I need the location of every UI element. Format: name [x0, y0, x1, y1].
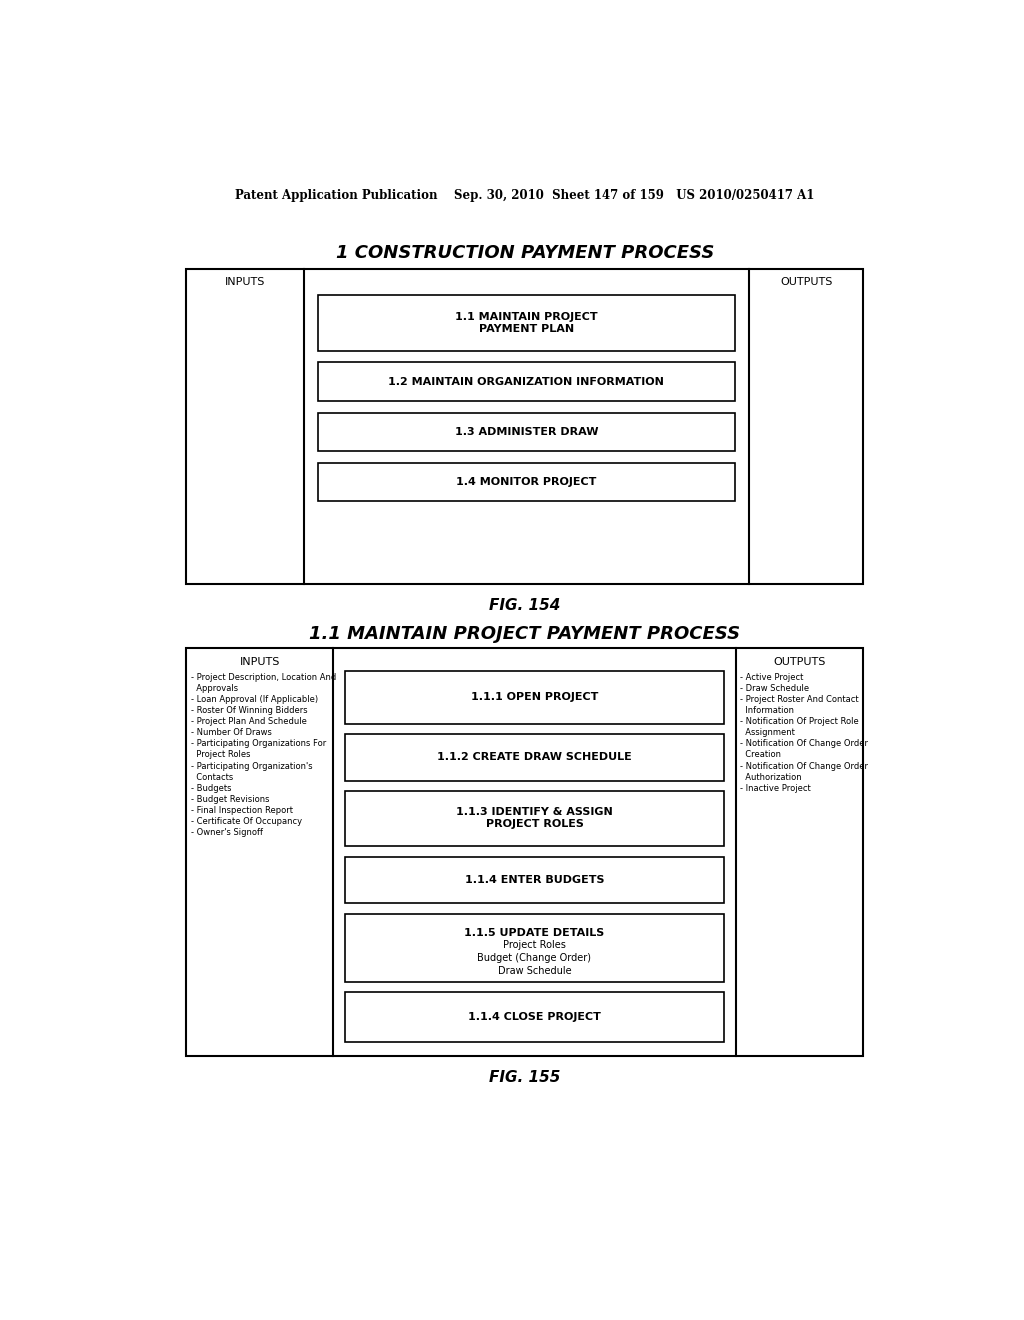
Text: 1.4 MONITOR PROJECT: 1.4 MONITOR PROJECT: [456, 477, 597, 487]
Text: OUTPUTS: OUTPUTS: [780, 277, 833, 288]
Text: 1.1.5 UPDATE DETAILS: 1.1.5 UPDATE DETAILS: [464, 928, 604, 937]
Bar: [186, 268, 863, 585]
Bar: [345, 913, 724, 982]
Text: 1.1.4 CLOSE PROJECT: 1.1.4 CLOSE PROJECT: [468, 1012, 601, 1022]
Bar: [345, 857, 724, 903]
Text: FIG. 154: FIG. 154: [489, 598, 560, 614]
Bar: [345, 791, 724, 846]
Bar: [345, 671, 724, 723]
Text: 1.1.3 IDENTIFY & ASSIGN
PROJECT ROLES: 1.1.3 IDENTIFY & ASSIGN PROJECT ROLES: [456, 808, 612, 829]
Bar: [317, 412, 735, 451]
Text: Patent Application Publication    Sep. 30, 2010  Sheet 147 of 159   US 2010/0250: Patent Application Publication Sep. 30, …: [236, 189, 814, 202]
Text: 1.1.2 CREATE DRAW SCHEDULE: 1.1.2 CREATE DRAW SCHEDULE: [437, 752, 632, 763]
Text: 1.1.4 ENTER BUDGETS: 1.1.4 ENTER BUDGETS: [465, 875, 604, 884]
Bar: [317, 296, 735, 351]
Text: - Active Project
- Draw Schedule
- Project Roster And Contact
  Information
- No: - Active Project - Draw Schedule - Proje…: [740, 673, 868, 793]
Text: 1.1.1 OPEN PROJECT: 1.1.1 OPEN PROJECT: [471, 693, 598, 702]
Text: 1.2 MAINTAIN ORGANIZATION INFORMATION: 1.2 MAINTAIN ORGANIZATION INFORMATION: [388, 376, 665, 387]
Text: 1.3 ADMINISTER DRAW: 1.3 ADMINISTER DRAW: [455, 426, 598, 437]
Text: - Project Description, Location And
  Approvals
- Loan Approval (If Applicable)
: - Project Description, Location And Appr…: [190, 673, 336, 837]
Bar: [186, 648, 863, 1056]
Text: 1.1 MAINTAIN PROJECT PAYMENT PROCESS: 1.1 MAINTAIN PROJECT PAYMENT PROCESS: [309, 626, 740, 643]
Text: 1 CONSTRUCTION PAYMENT PROCESS: 1 CONSTRUCTION PAYMENT PROCESS: [336, 244, 714, 263]
Bar: [345, 734, 724, 780]
Bar: [345, 993, 724, 1043]
Text: Project Roles
Budget (Change Order)
Draw Schedule: Project Roles Budget (Change Order) Draw…: [477, 940, 592, 975]
Bar: [317, 363, 735, 401]
Text: INPUTS: INPUTS: [240, 657, 280, 667]
Text: OUTPUTS: OUTPUTS: [773, 657, 825, 667]
Text: 1.1 MAINTAIN PROJECT
PAYMENT PLAN: 1.1 MAINTAIN PROJECT PAYMENT PLAN: [455, 313, 598, 334]
Text: FIG. 155: FIG. 155: [489, 1071, 560, 1085]
Bar: [317, 462, 735, 502]
Text: INPUTS: INPUTS: [225, 277, 265, 288]
